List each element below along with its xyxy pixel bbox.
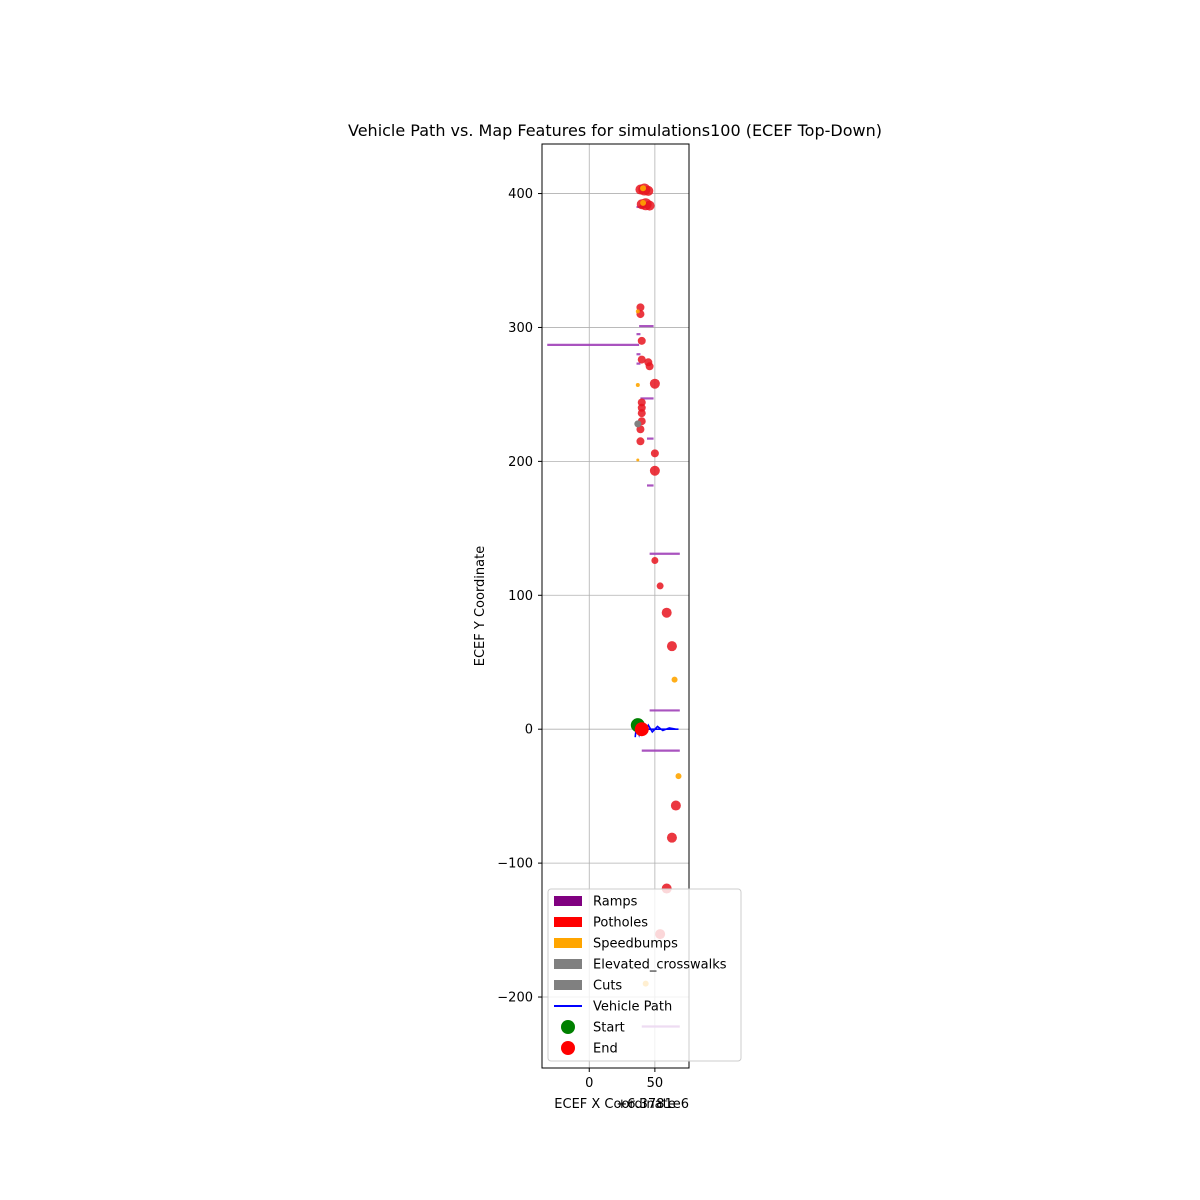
- speedbump-marker: [635, 383, 640, 388]
- elevated-crosswalk-marker: [634, 420, 642, 428]
- pothole-marker: [636, 437, 645, 446]
- chart-title: Vehicle Path vs. Map Features for simula…: [348, 121, 882, 140]
- legend: Ramps Potholes Speedbumps Elevated_crosswal…: [547, 888, 742, 1062]
- elevated-crosswalks-layer: [634, 420, 642, 428]
- pothole-marker: [649, 465, 660, 476]
- pothole-marker: [637, 336, 646, 345]
- x-tick-label: 50: [647, 1076, 664, 1091]
- legend-marker-swatch: [561, 1041, 575, 1055]
- x-tick-label: 0: [585, 1076, 593, 1091]
- pothole-marker: [637, 409, 646, 418]
- pothole-marker: [670, 800, 681, 811]
- speedbump-marker: [640, 185, 647, 192]
- legend-swatch: [554, 980, 582, 990]
- legend-label: Ramps: [593, 895, 638, 910]
- x-axis-offset-label: +6.3781e6: [616, 1097, 689, 1112]
- y-tick-label: −100: [497, 857, 533, 872]
- legend-swatch: [554, 896, 582, 906]
- legend-label: Cuts: [593, 979, 622, 994]
- pothole-marker: [645, 362, 654, 371]
- x-axis-label: ECEF X Coordinate: [554, 1097, 675, 1112]
- pothole-marker: [650, 449, 659, 458]
- endpoints-layer: [630, 718, 649, 737]
- legend-label: Potholes: [593, 916, 648, 931]
- end-marker: [634, 722, 649, 737]
- legend-label: Start: [593, 1021, 625, 1036]
- y-axis-label: ECEF Y Coordinate: [473, 546, 488, 666]
- legend-label: Elevated_crosswalks: [593, 958, 727, 973]
- speedbump-marker: [640, 199, 647, 206]
- pothole-marker: [637, 355, 646, 364]
- speedbump-marker: [636, 458, 640, 462]
- pothole-marker: [666, 832, 677, 843]
- legend-swatch: [554, 938, 582, 948]
- y-tick-label: −200: [497, 991, 533, 1006]
- ticks: 0 50 −200 −100 0 100 200 300 400: [497, 187, 663, 1091]
- pothole-marker: [644, 200, 655, 211]
- pothole-marker: [661, 607, 672, 618]
- y-tick-label: 0: [525, 723, 533, 738]
- pothole-marker: [636, 303, 645, 312]
- pothole-marker: [649, 378, 660, 389]
- pothole-marker: [656, 582, 664, 590]
- y-tick-label: 400: [508, 187, 533, 202]
- legend-swatch: [554, 959, 582, 969]
- legend-box: [547, 888, 742, 1062]
- legend-label: End: [593, 1042, 618, 1057]
- legend-label: Vehicle Path: [593, 1000, 672, 1015]
- axes-frame: [541, 143, 690, 1069]
- legend-marker-swatch: [561, 1020, 575, 1034]
- y-tick-label: 300: [508, 321, 533, 336]
- pothole-marker: [651, 556, 659, 564]
- pothole-marker: [666, 641, 677, 652]
- legend-swatch: [554, 917, 582, 927]
- legend-label: Speedbumps: [593, 937, 678, 952]
- speedbump-marker: [671, 676, 678, 683]
- speedbump-marker: [635, 309, 640, 314]
- y-tick-label: 200: [508, 455, 533, 470]
- speedbump-marker: [675, 773, 682, 780]
- y-tick-label: 100: [508, 589, 533, 604]
